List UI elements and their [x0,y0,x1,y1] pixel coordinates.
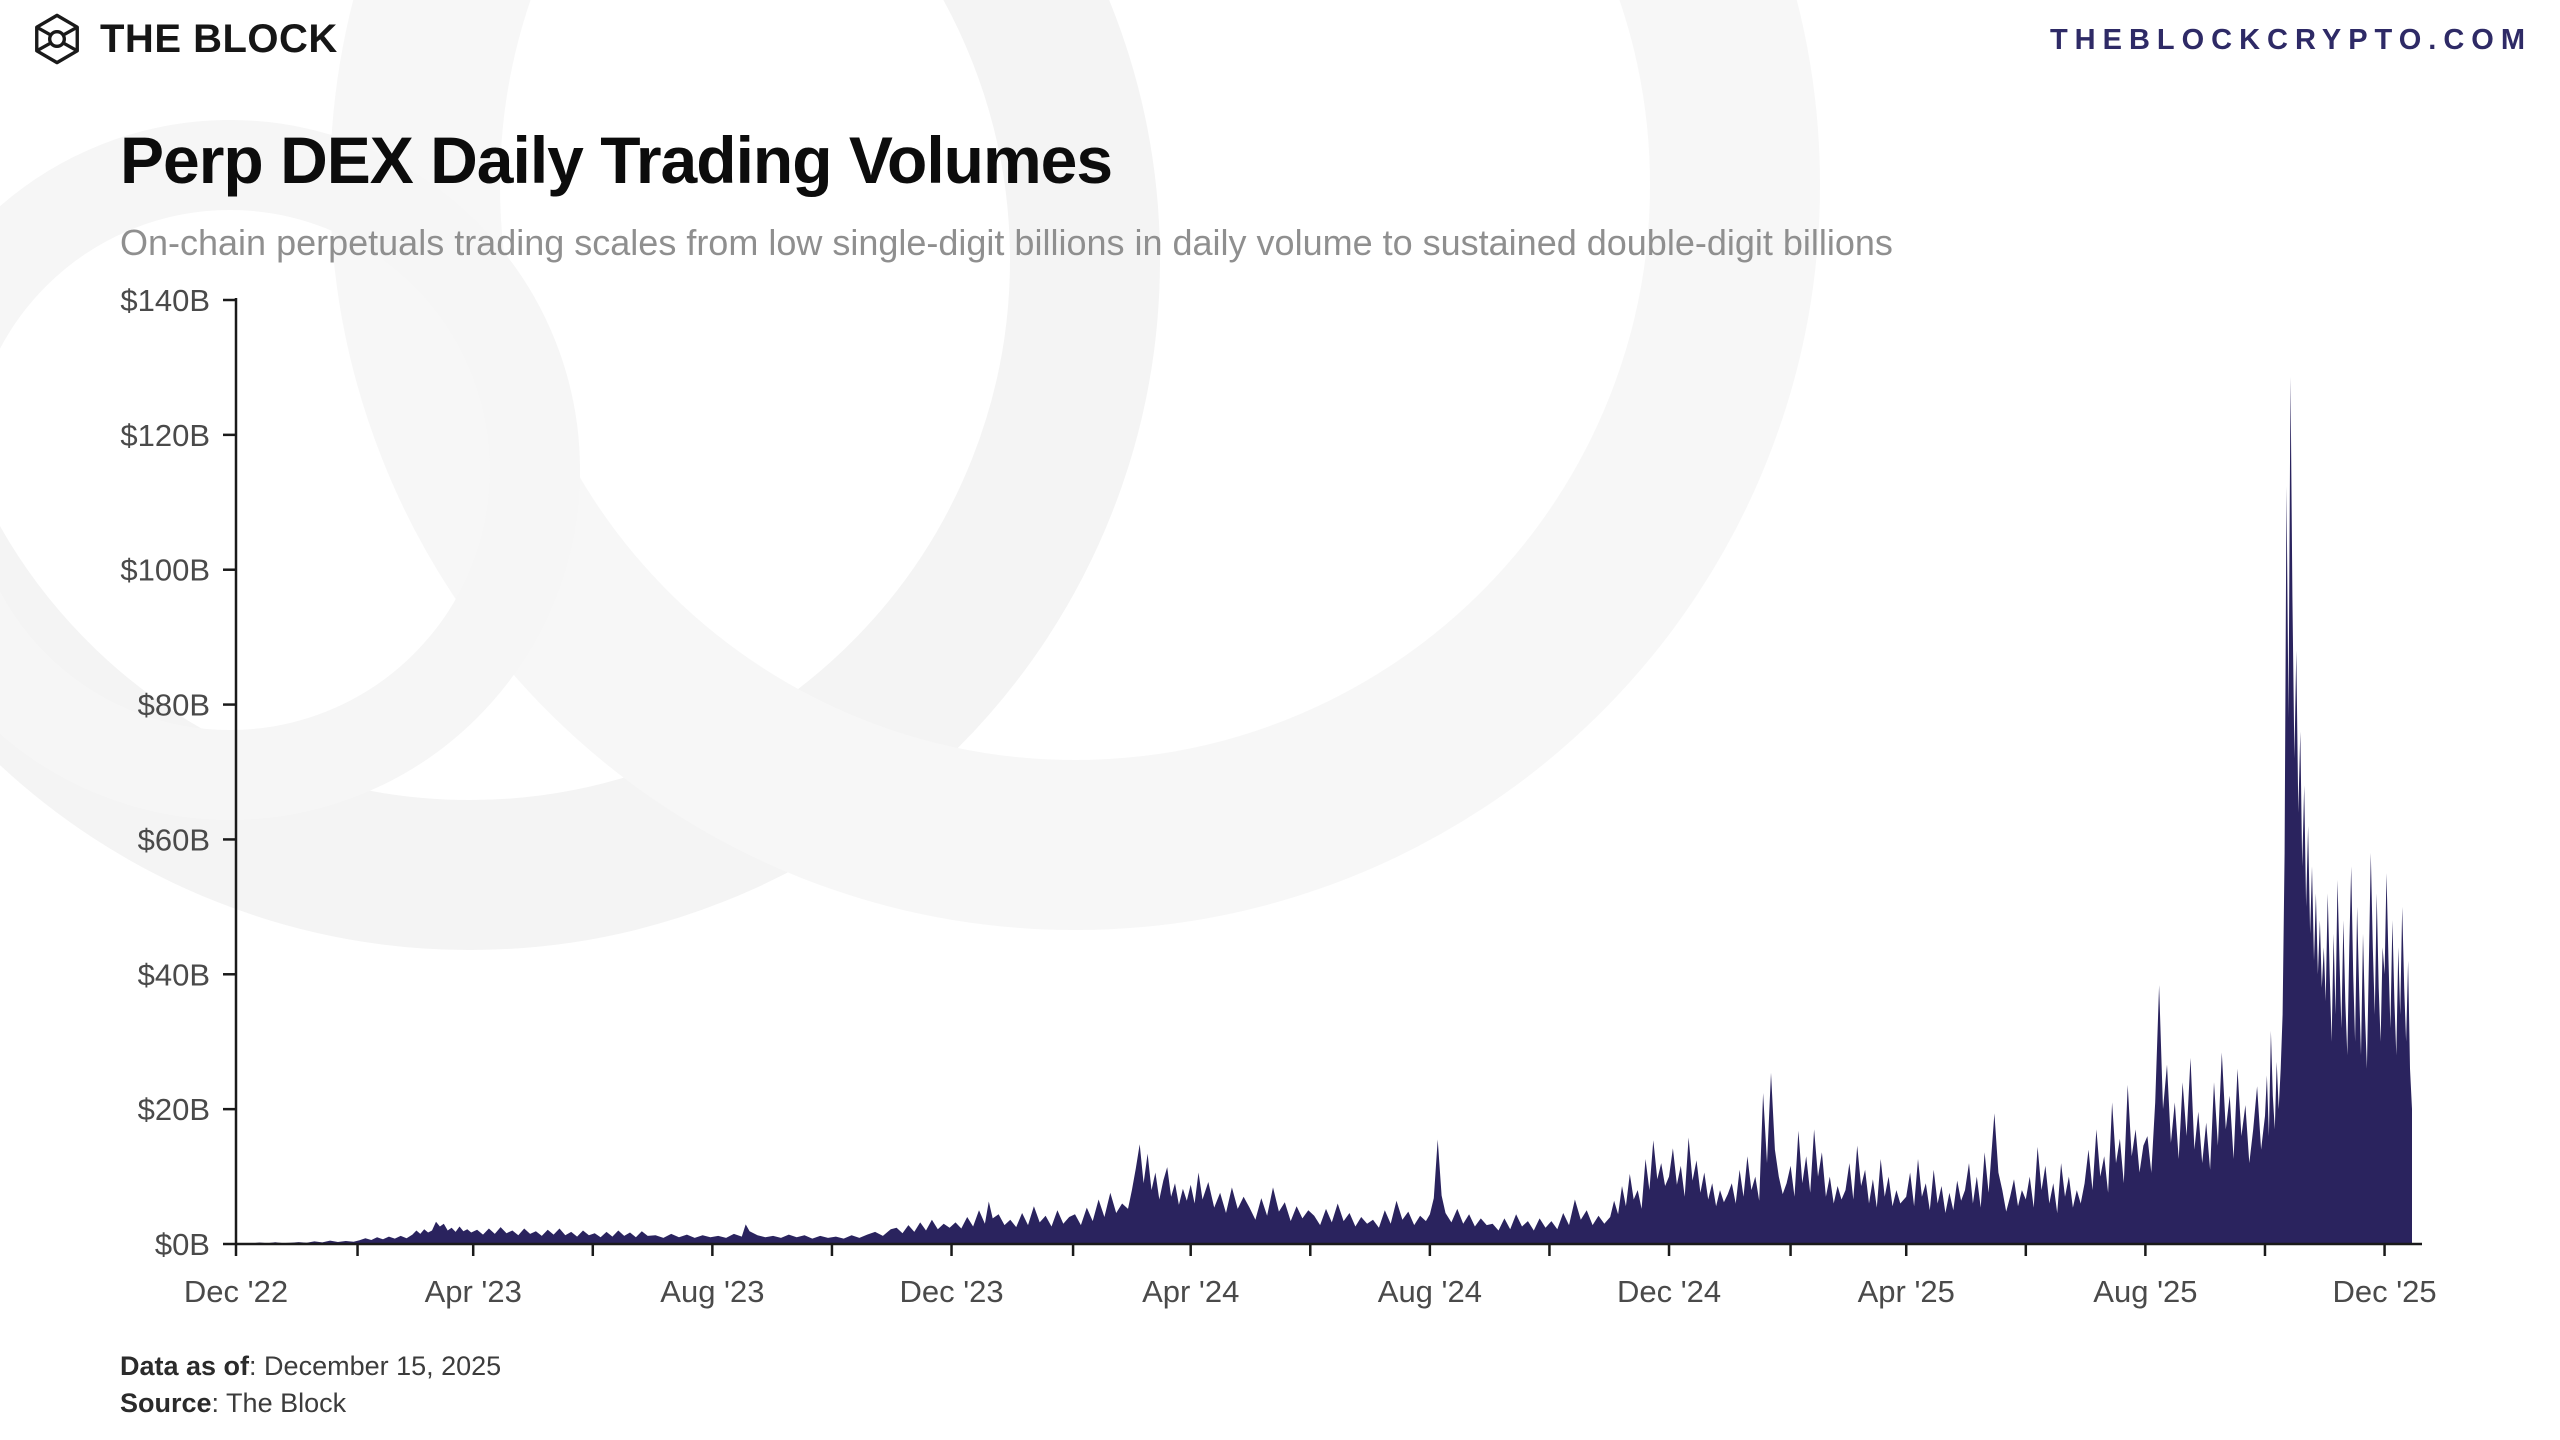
y-tick-label: $140B [120,283,210,318]
source-value: : The Block [211,1388,347,1418]
x-tick-label: Apr '25 [1858,1274,1955,1309]
page-title: Perp DEX Daily Trading Volumes [120,123,1113,197]
x-tick-label: Dec '23 [899,1274,1003,1309]
data-as-of-value: : December 15, 2025 [249,1351,502,1381]
y-tick-label: $60B [138,822,210,857]
y-tick-label: $120B [120,418,210,453]
y-tick-label: $0B [155,1227,210,1262]
chart-footer: Data as of: December 15, 2025 Source: Th… [120,1348,501,1422]
y-tick-label: $40B [138,957,210,992]
x-tick-label: Aug '25 [2093,1274,2197,1309]
area-series [236,376,2412,1244]
data-as-of-label: Data as of [120,1351,250,1381]
page-subtitle: On-chain perpetuals trading scales from … [120,222,1893,263]
the-block-logo: THE BLOCK [30,12,338,66]
site-url: THEBLOCKCRYPTO.COM [2049,24,2532,56]
x-tick-label: Dec '24 [1617,1274,1721,1309]
x-tick-label: Apr '23 [425,1274,522,1309]
y-tick-label: $80B [138,688,210,723]
x-tick-label: Dec '25 [2332,1274,2436,1309]
data-as-of-line: Data as of: December 15, 2025 [120,1348,501,1385]
source-label: Source [120,1388,212,1418]
x-tick-label: Aug '24 [1378,1274,1482,1309]
source-line: Source: The Block [120,1385,501,1422]
logo-text: THE BLOCK [100,16,338,61]
header: THE BLOCK THEBLOCKCRYPTO.COM [0,0,2560,80]
x-tick-label: Aug '23 [660,1274,764,1309]
x-tick-label: Dec '22 [184,1274,288,1309]
y-tick-label: $20B [138,1092,210,1127]
y-tick-label: $100B [120,553,210,588]
x-tick-label: Apr '24 [1142,1274,1239,1309]
the-block-logo-icon [35,13,79,65]
